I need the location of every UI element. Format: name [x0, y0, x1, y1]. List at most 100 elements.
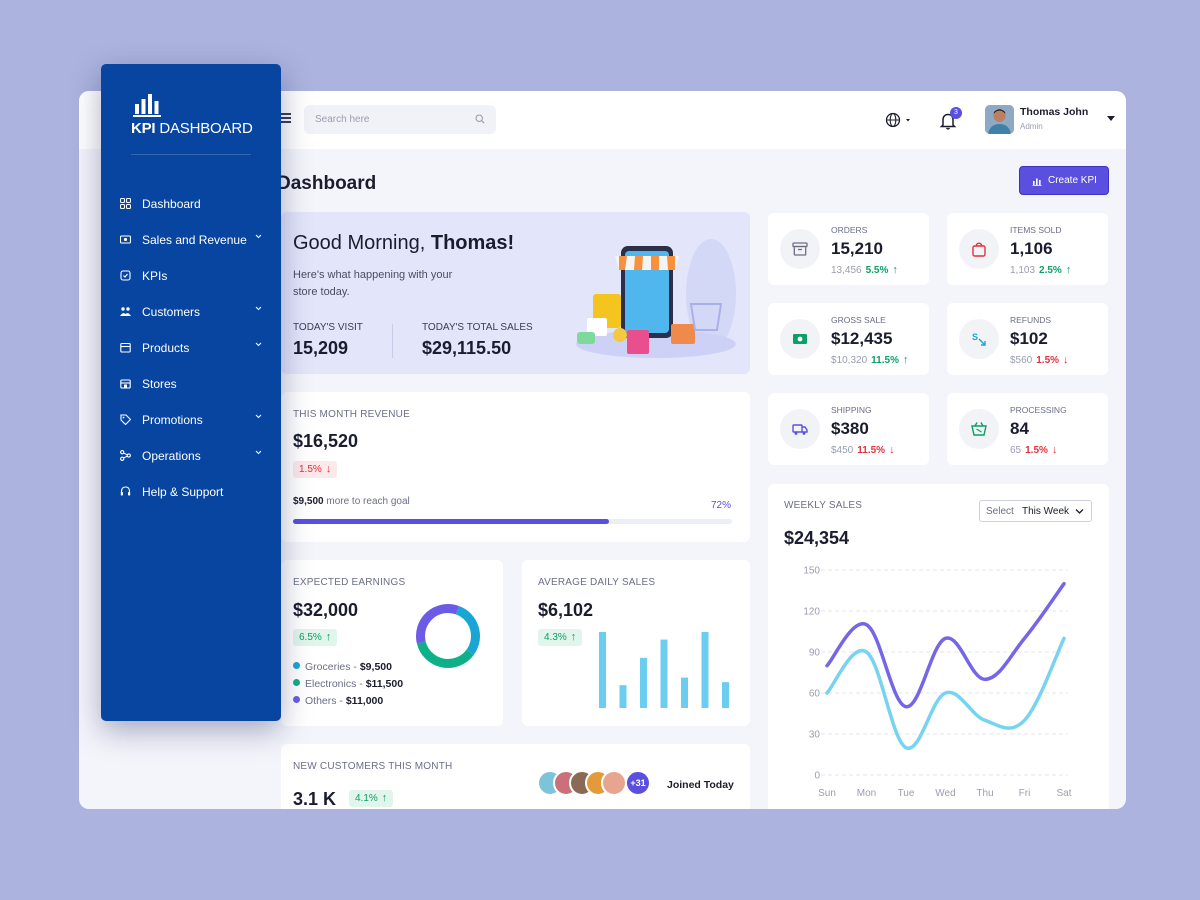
stat-value: 15,210 — [831, 239, 883, 258]
average-daily-sales-card: AVERAGE DAILY SALES $6,102 4.3% ↑ — [522, 560, 750, 726]
refund-icon: S — [959, 319, 999, 359]
earnings-change-badge: 6.5% ↑ — [293, 629, 338, 646]
nodes-icon — [120, 450, 131, 461]
logo-text: KPI DASHBOARD — [131, 120, 253, 137]
daily-value: $6,102 — [538, 600, 594, 620]
caret-down-icon[interactable] — [1107, 116, 1115, 121]
arrow-up-icon: ↑ — [892, 264, 898, 276]
sidebar-item-label: Dashboard — [142, 197, 201, 211]
daily-bar — [660, 639, 668, 708]
target-icon — [120, 270, 131, 281]
tag-icon — [120, 414, 131, 425]
legend-item: Others - $11,000 — [293, 695, 383, 707]
chevron-down-icon — [255, 306, 262, 311]
x-tick-label: Mon — [857, 788, 876, 799]
sidebar-item-sales-and-revenue[interactable]: Sales and Revenue — [101, 222, 281, 258]
divider — [131, 154, 251, 155]
notifications-bell[interactable]: 3 — [938, 107, 962, 132]
arrow-down-icon: ↓ — [1051, 444, 1058, 456]
arrow-up-icon: ↑ — [902, 354, 909, 366]
sidebar-item-operations[interactable]: Operations — [101, 438, 281, 474]
legend-dot — [293, 696, 300, 703]
stat-value: $380 — [831, 419, 869, 438]
stat-change: 11.5% — [857, 445, 886, 456]
sidebar-item-label: Operations — [142, 449, 201, 463]
greeting: Good Morning, Thomas! — [293, 232, 515, 254]
sidebar-item-stores[interactable]: Stores — [101, 366, 281, 402]
more-customers-badge[interactable]: +31 — [625, 770, 651, 796]
cash-icon — [780, 319, 820, 359]
sidebar-item-label: Products — [142, 341, 190, 355]
legend-dot — [293, 662, 300, 669]
users-icon — [120, 307, 131, 316]
refunds-stat-card: S REFUNDS $102 $560 1.5% ↓ — [947, 303, 1108, 375]
x-tick-label: Tue — [898, 788, 915, 799]
arrow-up-icon: ↑ — [381, 792, 388, 804]
page-title: Dashboard — [277, 173, 377, 194]
daily-bar — [599, 632, 606, 708]
search-icon[interactable] — [475, 114, 485, 124]
notification-count-badge: 3 — [950, 107, 962, 119]
sidebar: KPI DASHBOARD Dashboard Sales and Revenue… — [101, 64, 281, 721]
daily-bar — [640, 657, 647, 708]
user-name: Thomas John — [1020, 106, 1089, 118]
period-select[interactable]: Select This Week — [979, 500, 1092, 522]
sidebar-item-help-support[interactable]: Help & Support — [101, 474, 281, 510]
stat-previous: 65 1.5% ↓ — [1010, 444, 1058, 456]
sidebar-item-products[interactable]: Products — [101, 330, 281, 366]
weekly-label: WEEKLY SALES — [784, 500, 863, 511]
stat-change: 2.5% — [1039, 265, 1062, 276]
x-tick-label: Sat — [1056, 788, 1071, 799]
y-tick-label: 30 — [809, 730, 821, 741]
sidebar-item-kpis[interactable]: KPIs — [101, 258, 281, 294]
donut-slice — [455, 605, 480, 656]
language-globe-icon[interactable] — [885, 111, 915, 129]
customers-label: NEW CUSTOMERS THIS MONTH — [293, 761, 453, 772]
sidebar-item-promotions[interactable]: Promotions — [101, 402, 281, 438]
weekly-sales-card: WEEKLY SALES $24,354 Select This Week 0 3… — [768, 484, 1109, 809]
customers-change-badge: 4.1% ↑ — [349, 790, 394, 807]
x-tick-label: Thu — [976, 788, 993, 799]
goal-text: $9,500 more to reach goal — [293, 496, 410, 507]
stat-value: $102 — [1010, 329, 1048, 348]
todays-visit-label: TODAY'S VISIT — [293, 322, 363, 333]
shopping-illustration — [576, 239, 736, 358]
earnings-donut-chart — [416, 604, 480, 668]
search-input[interactable] — [304, 105, 464, 134]
legend-dot — [293, 679, 300, 686]
bag-icon — [959, 229, 999, 269]
todays-sales-label: TODAY'S TOTAL SALES — [422, 322, 533, 333]
orders-stat-card: ORDERS 15,210 13,456 5.5% ↑ — [768, 213, 929, 285]
sidebar-item-label: Help & Support — [142, 485, 224, 499]
avatar — [601, 770, 627, 796]
sidebar-item-label: Stores — [142, 377, 177, 391]
sidebar-item-dashboard[interactable]: Dashboard — [101, 186, 281, 222]
welcome-subtitle: Here's what happening with your store to… — [293, 269, 453, 298]
progress-fill — [293, 519, 610, 524]
stat-label: PROCESSING — [1010, 405, 1067, 415]
revenue-value: $16,520 — [293, 431, 359, 451]
user-role: Admin — [1020, 122, 1043, 131]
stat-previous: $560 1.5% ↓ — [1010, 354, 1069, 366]
shipping-stat-card: SHIPPING $380 $450 11.5% ↓ — [768, 393, 929, 465]
sidebar-item-customers[interactable]: Customers — [101, 294, 281, 330]
create-kpi-button[interactable]: Create KPI — [1019, 166, 1109, 195]
sidebar-nav: Dashboard Sales and Revenue KPIs Customers P… — [101, 186, 281, 510]
chevron-down-icon — [255, 342, 262, 347]
search-box[interactable] — [304, 105, 496, 134]
revenue-label: THIS MONTH REVENUE — [293, 409, 410, 420]
chart-icon — [1032, 178, 1042, 186]
stat-change: 1.5% — [1025, 445, 1048, 456]
progress-track — [293, 519, 732, 524]
revenue-change-badge: 1.5% ↓ — [293, 461, 338, 478]
create-kpi-label: Create KPI — [1048, 175, 1097, 186]
avatar — [985, 105, 1014, 134]
weekly-sales-line-chart: 0 30 60 90 120 150 Sun Mon Tue Wed Thu Fri Sat — [803, 566, 1071, 800]
x-tick-label: Fri — [1019, 788, 1031, 799]
series-line — [825, 636, 1066, 750]
user-menu[interactable]: Thomas John Admin — [985, 105, 1115, 135]
x-tick-label: Sun — [818, 788, 836, 799]
arrow-up-icon: ↑ — [570, 631, 577, 643]
menu-icon[interactable] — [279, 113, 291, 123]
chevron-down-icon — [255, 450, 262, 455]
